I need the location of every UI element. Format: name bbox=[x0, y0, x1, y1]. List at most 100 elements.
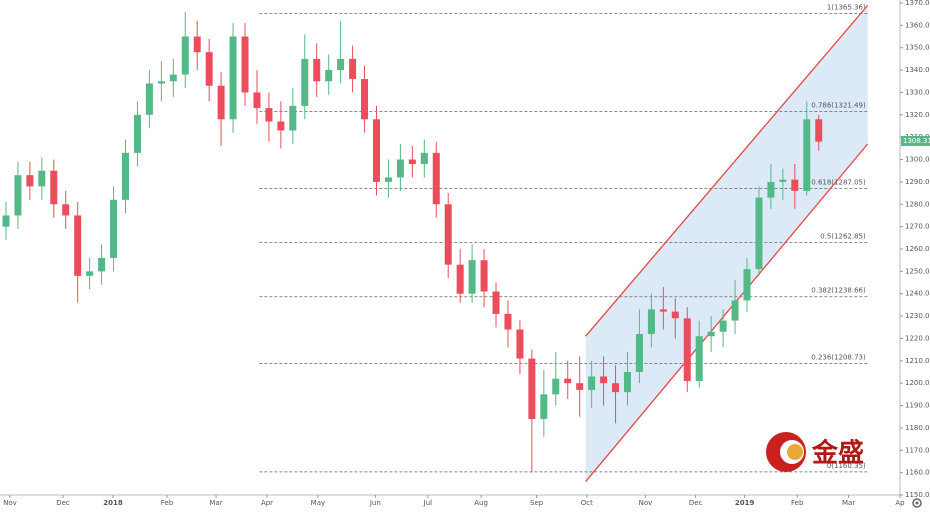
candle-body bbox=[193, 36, 201, 53]
candle-body bbox=[468, 260, 476, 294]
candle-body bbox=[26, 175, 34, 187]
fib-label: 0.618(1287.05) bbox=[811, 179, 866, 187]
candle-body bbox=[253, 92, 261, 109]
y-tick-label: 1370.00 bbox=[905, 0, 930, 7]
candle-body bbox=[528, 358, 536, 419]
candle-body bbox=[217, 85, 225, 120]
x-tick-label: Feb bbox=[791, 499, 804, 507]
candle-body bbox=[74, 215, 82, 276]
y-tick-label: 1300.00 bbox=[905, 156, 930, 164]
x-tick-label: 2018 bbox=[103, 499, 123, 507]
candle-body bbox=[731, 300, 739, 321]
candle-body bbox=[2, 215, 10, 227]
candle-body bbox=[325, 70, 333, 82]
y-tick-label: 1190.00 bbox=[905, 402, 930, 410]
candle-body bbox=[361, 79, 369, 120]
x-tick-label: Dec bbox=[689, 499, 703, 507]
x-tick-label: Apr bbox=[261, 499, 273, 507]
candle-body bbox=[121, 152, 129, 200]
y-tick-label: 1340.00 bbox=[905, 66, 930, 74]
candle-body bbox=[456, 264, 464, 294]
candle-body bbox=[289, 105, 297, 131]
fib-label: 0.236(1208.73) bbox=[811, 354, 866, 362]
candle-body bbox=[647, 309, 655, 334]
candle-body bbox=[50, 170, 58, 205]
last-price-label: 1308.31 bbox=[903, 137, 930, 145]
candle-body bbox=[815, 119, 823, 142]
candle-body bbox=[623, 372, 631, 393]
candle-body bbox=[98, 257, 106, 272]
x-tick-label: Mar bbox=[209, 499, 222, 507]
candle-body bbox=[372, 119, 380, 182]
candle-body bbox=[516, 329, 524, 359]
candle-body bbox=[349, 58, 357, 80]
candle-body bbox=[564, 378, 572, 384]
candle-body bbox=[110, 199, 118, 258]
candle-body bbox=[301, 58, 309, 106]
candle-body bbox=[408, 159, 416, 165]
candle-body bbox=[803, 119, 811, 191]
candle-body bbox=[133, 114, 141, 153]
candle-body bbox=[671, 311, 679, 319]
candle-body bbox=[205, 52, 213, 86]
candle-body bbox=[277, 121, 285, 131]
candle-body bbox=[241, 36, 249, 93]
y-tick-label: 1150.00 bbox=[905, 491, 930, 499]
candle-body bbox=[504, 313, 512, 330]
candle-body bbox=[492, 291, 500, 314]
y-tick-label: 1160.00 bbox=[905, 469, 930, 477]
y-tick-label: 1350.00 bbox=[905, 44, 930, 52]
candle-body bbox=[444, 204, 452, 265]
candle-body bbox=[659, 309, 667, 312]
channel-upper bbox=[585, 4, 869, 337]
y-tick-label: 1330.00 bbox=[905, 88, 930, 96]
channel-lower bbox=[585, 143, 869, 482]
y-tick-label: 1180.00 bbox=[905, 424, 930, 432]
x-tick-label: Mar bbox=[842, 499, 855, 507]
y-tick-label: 1290.00 bbox=[905, 178, 930, 186]
candle-body bbox=[169, 74, 177, 82]
x-tick-label: Oct bbox=[581, 499, 593, 507]
candle-body bbox=[157, 81, 165, 84]
y-tick-label: 1170.00 bbox=[905, 446, 930, 454]
watermark-text: 金盛 bbox=[811, 438, 864, 469]
candle-body bbox=[480, 260, 488, 292]
candle-body bbox=[719, 320, 727, 332]
x-tick-label: Feb bbox=[161, 499, 174, 507]
candle-body bbox=[14, 175, 22, 216]
candle-body bbox=[384, 177, 392, 182]
candle-body bbox=[683, 318, 691, 381]
y-tick-label: 1200.00 bbox=[905, 379, 930, 387]
y-tick-label: 1280.00 bbox=[905, 200, 930, 208]
fib-label: 0(1160.35) bbox=[827, 462, 866, 470]
y-tick-label: 1220.00 bbox=[905, 334, 930, 342]
settings-icon[interactable] bbox=[912, 498, 922, 508]
y-tick-label: 1260.00 bbox=[905, 245, 930, 253]
y-tick-label: 1250.00 bbox=[905, 267, 930, 275]
fib-label: 0.786(1321.49) bbox=[811, 101, 866, 109]
candle-body bbox=[588, 376, 596, 390]
candle-body bbox=[432, 152, 440, 205]
y-tick-label: 1320.00 bbox=[905, 111, 930, 119]
candle-body bbox=[767, 181, 775, 198]
x-tick-label: Nov bbox=[639, 499, 653, 507]
candle-body bbox=[337, 58, 345, 71]
candle-body bbox=[600, 376, 608, 384]
candle-body bbox=[755, 197, 763, 270]
candle-body bbox=[635, 333, 643, 372]
candle-body bbox=[62, 204, 70, 216]
fib-label: 0.382(1238.66) bbox=[811, 287, 866, 295]
x-tick-label: May bbox=[311, 499, 325, 507]
y-tick-label: 1230.00 bbox=[905, 312, 930, 320]
fib-label: 1(1365.36) bbox=[827, 3, 866, 11]
candle-body bbox=[229, 36, 237, 120]
y-tick-label: 1270.00 bbox=[905, 223, 930, 231]
y-tick-label: 1240.00 bbox=[905, 290, 930, 298]
candle-body bbox=[420, 152, 428, 165]
candle-body bbox=[265, 108, 273, 122]
x-tick-label: Dec bbox=[56, 499, 70, 507]
fib-label: 0.5(1262.85) bbox=[820, 233, 866, 241]
candle-body bbox=[707, 331, 715, 337]
x-tick-label: Ap bbox=[895, 499, 905, 507]
